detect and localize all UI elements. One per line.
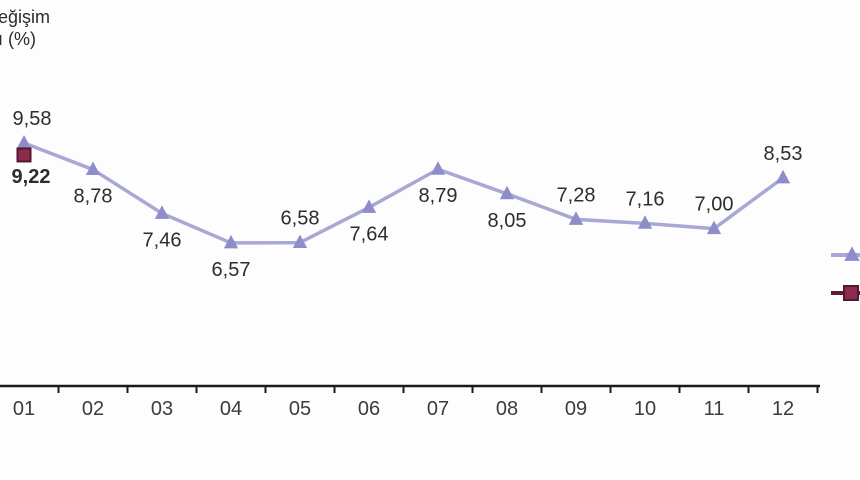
legend-square-icon bbox=[843, 285, 859, 301]
data-point-label: 7,64 bbox=[350, 223, 389, 245]
data-point-marker bbox=[637, 215, 653, 229]
data-point-label: 7,46 bbox=[143, 229, 182, 251]
x-axis-label: 12 bbox=[772, 398, 794, 420]
x-axis-label: 04 bbox=[220, 398, 242, 420]
x-axis-label: 01 bbox=[13, 398, 35, 420]
data-point-marker bbox=[292, 234, 308, 249]
x-axis-label: 11 bbox=[704, 398, 725, 420]
data-point-label: 9,58 bbox=[13, 108, 52, 130]
chart-title-line2: ı (%) bbox=[0, 29, 36, 49]
x-axis-label: 05 bbox=[289, 398, 311, 420]
x-axis-label: 06 bbox=[358, 398, 380, 420]
chart-title-line1: eğişim bbox=[0, 7, 51, 27]
data-point-marker bbox=[361, 199, 377, 213]
data-point-label: 6,57 bbox=[212, 259, 251, 281]
data-point-label: 8,53 bbox=[764, 143, 803, 165]
data-point-marker bbox=[16, 134, 32, 149]
secondary-point-marker bbox=[16, 147, 32, 163]
x-axis-label: 08 bbox=[496, 398, 518, 420]
data-point-marker bbox=[154, 205, 170, 219]
data-point-label: 7,28 bbox=[557, 184, 596, 206]
data-point-marker bbox=[85, 161, 101, 176]
x-axis-label: 09 bbox=[565, 398, 587, 420]
x-axis-label: 07 bbox=[427, 398, 449, 420]
chart-title: eğişim ı (%) bbox=[0, 6, 50, 50]
legend-triangle-icon bbox=[844, 246, 860, 261]
data-point-label: 7,00 bbox=[695, 194, 734, 216]
data-point-label: 8,78 bbox=[74, 186, 113, 208]
x-axis-label: 03 bbox=[151, 398, 173, 420]
secondary-point-label: 9,22 bbox=[12, 166, 51, 188]
data-point-marker bbox=[568, 211, 584, 225]
data-point-marker bbox=[223, 234, 239, 249]
x-axis-label: 10 bbox=[634, 398, 656, 420]
data-point-label: 8,05 bbox=[488, 210, 527, 232]
series-line bbox=[22, 141, 785, 245]
data-point-label: 8,79 bbox=[419, 185, 458, 207]
data-point-marker bbox=[430, 161, 446, 175]
data-point-label: 6,58 bbox=[281, 208, 320, 230]
data-point-marker bbox=[499, 185, 515, 200]
data-point-marker bbox=[775, 169, 791, 184]
data-point-label: 7,16 bbox=[626, 188, 665, 210]
x-axis-label: 02 bbox=[82, 398, 104, 420]
data-point-marker bbox=[706, 220, 722, 235]
